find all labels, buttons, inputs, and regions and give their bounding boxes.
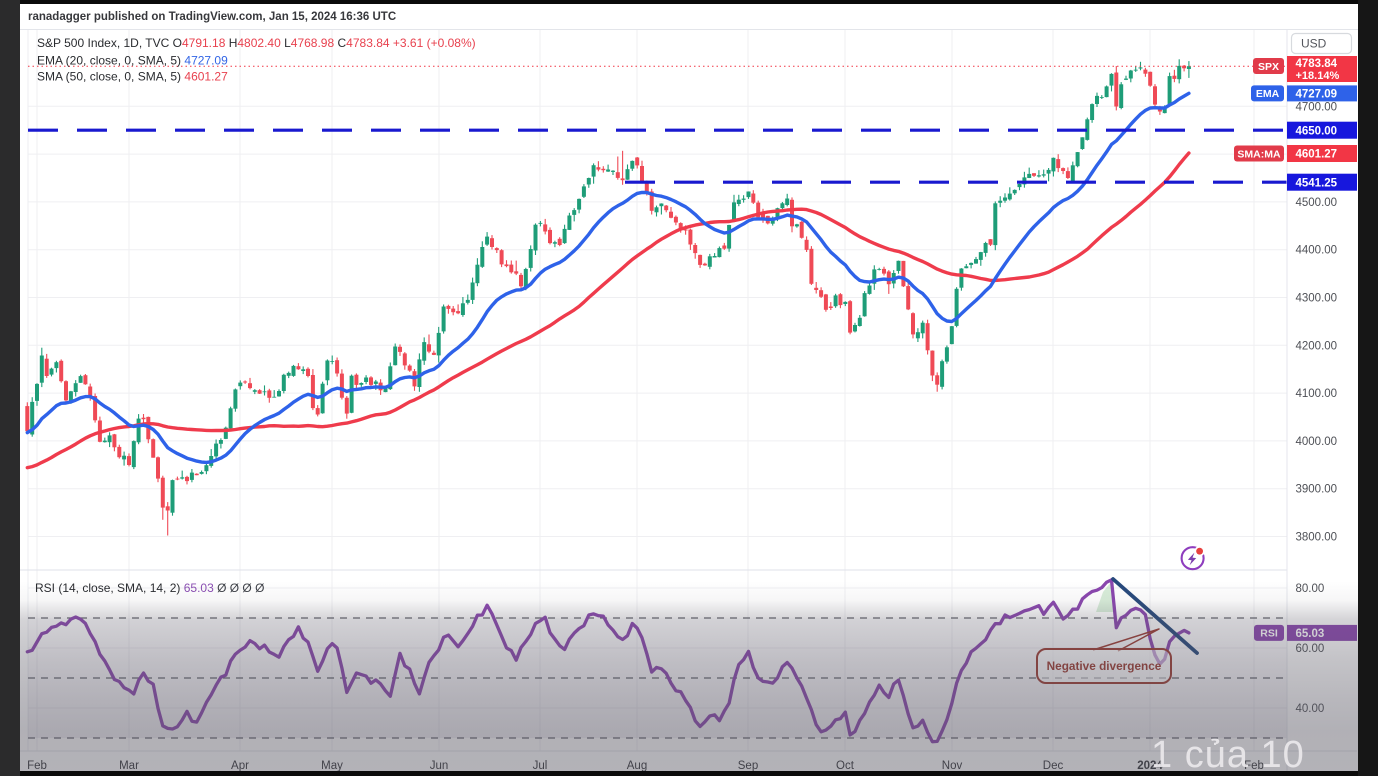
svg-text:4727.09: 4727.09	[1296, 89, 1338, 101]
svg-text:4000.00: 4000.00	[1296, 436, 1338, 448]
svg-text:3800.00: 3800.00	[1296, 532, 1338, 544]
svg-text:4700.00: 4700.00	[1296, 101, 1338, 113]
svg-text:EMA (20, close, 0, SMA, 5) 472: EMA (20, close, 0, SMA, 5) 4727.09	[37, 54, 228, 68]
svg-text:4601.27: 4601.27	[1296, 149, 1338, 161]
svg-text:ranadagger published on Tradin: ranadagger published on TradingView.com,…	[28, 11, 396, 23]
svg-text:4300.00: 4300.00	[1296, 293, 1338, 305]
svg-text:4500.00: 4500.00	[1296, 197, 1338, 209]
svg-text:4200.00: 4200.00	[1296, 340, 1338, 352]
svg-text:1 của 10: 1 của 10	[1151, 734, 1305, 776]
svg-text:S&P 500 Index, 1D, TVC O4791.: S&P 500 Index, 1D, TVC O4791.18 H4802.40…	[37, 36, 476, 50]
svg-text:4400.00: 4400.00	[1296, 245, 1338, 257]
svg-text:SPX: SPX	[1258, 61, 1279, 73]
svg-text:4650.00: 4650.00	[1296, 125, 1338, 137]
svg-text:3900.00: 3900.00	[1296, 484, 1338, 496]
svg-text:4783.84: 4783.84	[1296, 58, 1338, 70]
svg-text:4100.00: 4100.00	[1296, 388, 1338, 400]
svg-text:EMA: EMA	[1256, 88, 1280, 100]
svg-text:SMA (50, close, 0, SMA, 5) 460: SMA (50, close, 0, SMA, 5) 4601.27	[37, 70, 228, 84]
svg-text:USD: USD	[1301, 37, 1327, 51]
svg-text:+18.14%: +18.14%	[1296, 70, 1340, 82]
svg-text:SMA:MA: SMA:MA	[1237, 148, 1281, 160]
svg-text:4541.25: 4541.25	[1296, 177, 1338, 189]
